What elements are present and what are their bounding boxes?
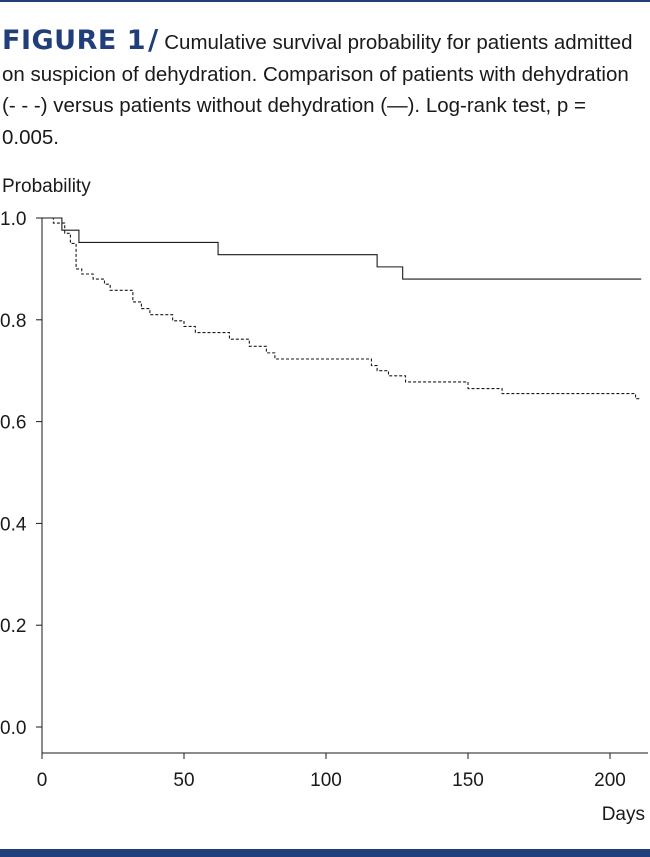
survival-chart: Probability Days 0.0 0.2 0.4 0.6 0.8 1.0 0 50 1… (0, 176, 648, 825)
y-tick-label: 0.6 (0, 413, 26, 434)
y-tick-label: 0.2 (0, 616, 26, 637)
y-tick-label: 1.0 (0, 209, 26, 230)
figure-caption: FIGURE 1/Cumulative survival probability… (2, 24, 642, 153)
x-ticks: 0 50 100 150 200 (37, 753, 626, 791)
top-rule (0, 0, 650, 2)
series-line-no-dehydration (42, 217, 642, 280)
caption-text: Cumulative survival probability for pati… (2, 31, 633, 149)
figure-label: FIGURE 1 (2, 25, 146, 56)
x-tick-label: 50 (173, 770, 194, 791)
figure-slash: / (148, 23, 159, 56)
x-tick-label: 0 (37, 770, 48, 791)
x-tick-label: 100 (310, 770, 342, 791)
series-group (42, 217, 642, 400)
series-line-dehydration (42, 217, 642, 400)
x-tick-label: 150 (452, 770, 484, 791)
bottom-rule (0, 849, 650, 857)
y-tick-label: 0.4 (0, 514, 27, 535)
y-tick-label: 0.8 (0, 311, 26, 332)
x-tick-label: 200 (594, 770, 626, 791)
x-axis-label: Days (602, 804, 645, 825)
y-axis-label: Probability (2, 176, 91, 197)
y-ticks: 0.0 0.2 0.4 0.6 0.8 1.0 (0, 209, 42, 739)
y-tick-label: 0.0 (0, 718, 26, 739)
